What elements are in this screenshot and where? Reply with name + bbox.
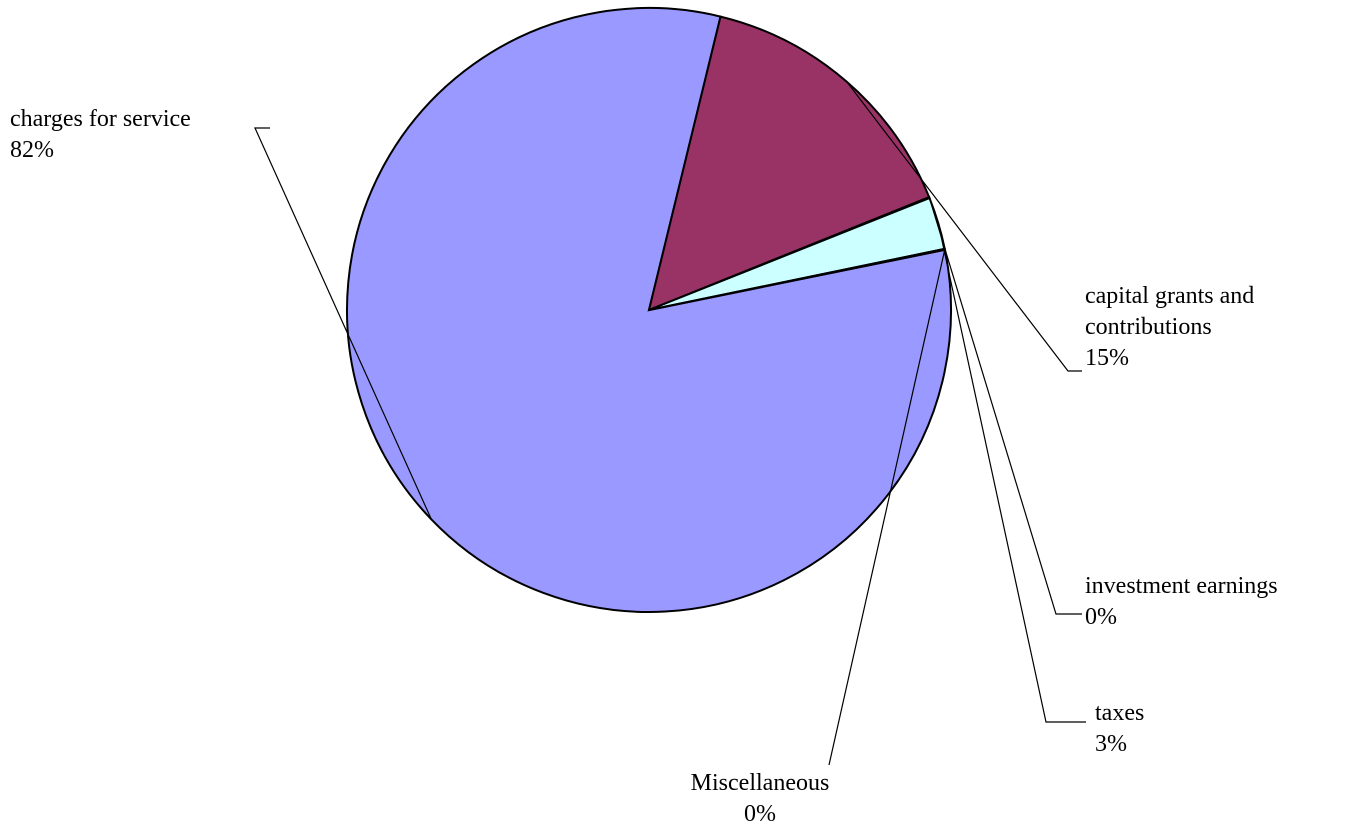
slice-labels: charges for service 82% capital grants and… [10,106,1278,827]
pie-slices [346,7,952,613]
leader-lines [254,81,1086,766]
slice-label-capital-grants-and-contributions: capital grants and contributions 15% [1085,283,1254,371]
slice-name-line: investment earnings [1085,573,1278,599]
slice-percent-investment-earnings: 0% [1085,604,1117,630]
slice-name-line: taxes [1095,700,1144,726]
slice-label-taxes: taxes 3% [1095,700,1144,757]
leader-line-miscellaneous [828,249,946,766]
slice-label-charges-for-service: charges for service 82% [10,106,191,163]
slice-percent-charges-for-service: 82% [10,137,54,163]
slice-percent-miscellaneous: 0% [744,801,776,827]
pie-slice-capital-grants-and-contributions [647,15,931,312]
slice-name-line: charges for service [10,106,191,132]
slice-name-line: contributions [1085,314,1212,340]
slice-name-line: capital grants and [1085,283,1254,309]
slice-percent-taxes: 3% [1095,731,1127,757]
slice-label-miscellaneous: Miscellaneous 0% [691,770,830,827]
slice-percent-capital-grants-and-contributions: 15% [1085,345,1129,371]
leader-line-investment-earnings [928,197,1082,615]
slice-name-line: Miscellaneous [691,770,830,796]
leader-line-capital-grants-and-contributions [846,81,1082,372]
leader-line-taxes [937,222,1086,723]
slice-label-investment-earnings: investment earnings 0% [1085,573,1278,630]
leader-line-charges-for-service [254,127,432,520]
